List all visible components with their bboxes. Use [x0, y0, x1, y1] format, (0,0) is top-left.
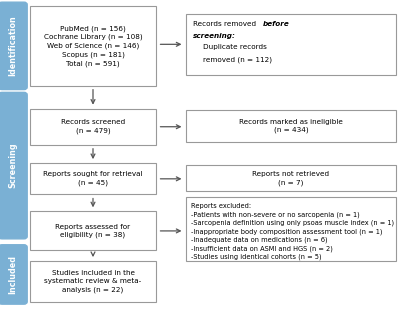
- Text: Included: Included: [8, 255, 18, 294]
- FancyBboxPatch shape: [186, 165, 396, 191]
- Text: Reports assessed for
eligibility (n = 38): Reports assessed for eligibility (n = 38…: [56, 224, 130, 238]
- Text: screening:: screening:: [193, 33, 236, 39]
- Text: Studies included in the
systematic review & meta-
analysis (n = 22): Studies included in the systematic revie…: [44, 270, 142, 293]
- FancyBboxPatch shape: [0, 92, 27, 239]
- FancyBboxPatch shape: [186, 110, 396, 142]
- Text: Records removed: Records removed: [193, 21, 258, 27]
- Text: before: before: [263, 21, 290, 27]
- Text: Records screened
(n = 479): Records screened (n = 479): [61, 119, 125, 134]
- Text: Duplicate records: Duplicate records: [203, 44, 267, 50]
- Text: PubMed (n = 156)
Cochrane Library (n = 108)
Web of Science (n = 146)
Scopus (n =: PubMed (n = 156) Cochrane Library (n = 1…: [44, 25, 142, 67]
- Text: Records marked as ineligible
(n = 434): Records marked as ineligible (n = 434): [239, 118, 343, 133]
- Text: Reports excluded:
-Patients with non-severe or no sarcopenia (n = 1)
-Sarcopenia: Reports excluded: -Patients with non-sev…: [191, 203, 394, 260]
- Text: Identification: Identification: [8, 16, 18, 76]
- FancyBboxPatch shape: [0, 2, 27, 90]
- Text: removed (n = 112): removed (n = 112): [203, 56, 272, 63]
- Text: Screening: Screening: [8, 143, 18, 188]
- FancyBboxPatch shape: [30, 163, 156, 194]
- FancyBboxPatch shape: [30, 109, 156, 145]
- FancyBboxPatch shape: [30, 211, 156, 250]
- FancyBboxPatch shape: [186, 197, 396, 261]
- FancyBboxPatch shape: [30, 261, 156, 302]
- FancyBboxPatch shape: [0, 245, 27, 304]
- Text: Reports not retrieved
(n = 7): Reports not retrieved (n = 7): [252, 171, 330, 186]
- FancyBboxPatch shape: [30, 6, 156, 86]
- Text: Reports sought for retrieval
(n = 45): Reports sought for retrieval (n = 45): [43, 171, 143, 186]
- FancyBboxPatch shape: [186, 14, 396, 75]
